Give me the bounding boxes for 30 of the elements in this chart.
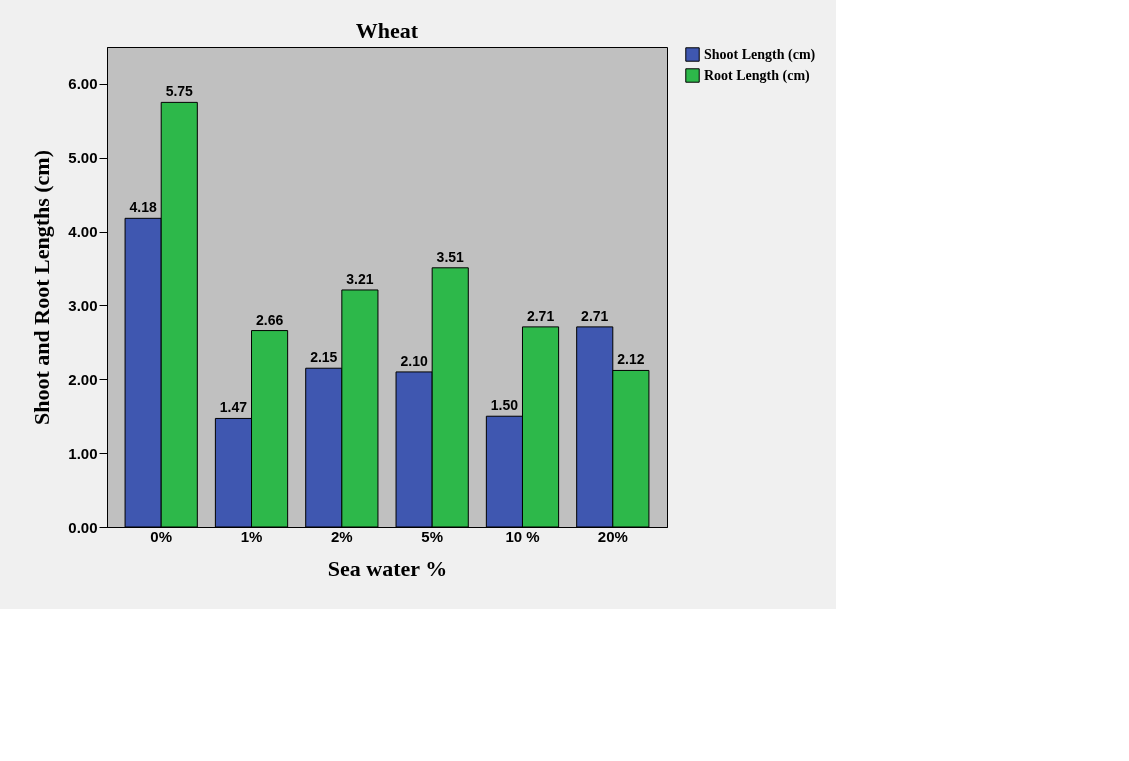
data-label: 2.71 xyxy=(581,307,609,324)
data-label: 1.50 xyxy=(490,397,519,414)
x-tick-label: 1% xyxy=(240,527,263,545)
data-label: 3.51 xyxy=(436,248,465,265)
y-tick-label: 2.00 xyxy=(68,370,98,388)
data-label: 2.66 xyxy=(255,311,284,328)
y-tick-label: 5.00 xyxy=(68,149,98,167)
data-label: 2.15 xyxy=(310,349,338,366)
legend-label: Shoot Length (cm) xyxy=(704,46,816,63)
legend-label: Root Length (cm) xyxy=(704,67,811,84)
x-tick-label: 20% xyxy=(597,527,628,545)
data-label: 1.47 xyxy=(219,399,248,416)
x-tick-label: 5% xyxy=(421,527,444,545)
data-label: 3.21 xyxy=(346,270,374,287)
data-label: 2.71 xyxy=(526,307,555,324)
data-label: 2.10 xyxy=(400,352,428,369)
y-tick-label: 6.00 xyxy=(68,75,98,93)
y-tick-label: 1.00 xyxy=(68,444,98,462)
y-tick-label: 4.00 xyxy=(68,223,98,241)
y-tick-label: 0.00 xyxy=(68,518,98,536)
x-tick-label: 2% xyxy=(330,527,353,545)
chart-title: Wheat xyxy=(355,18,419,43)
x-axis-title: Sea water % xyxy=(327,555,448,581)
data-label: 5.75 xyxy=(165,83,194,100)
x-tick-label: 10 % xyxy=(505,527,540,545)
y-tick-label: 3.00 xyxy=(68,296,98,314)
data-label: 2.12 xyxy=(617,351,645,368)
y-axis-title: Shoot and Root Lengths (cm) xyxy=(29,149,55,426)
data-label: 4.18 xyxy=(129,199,157,216)
x-tick-label: 0% xyxy=(150,527,173,545)
